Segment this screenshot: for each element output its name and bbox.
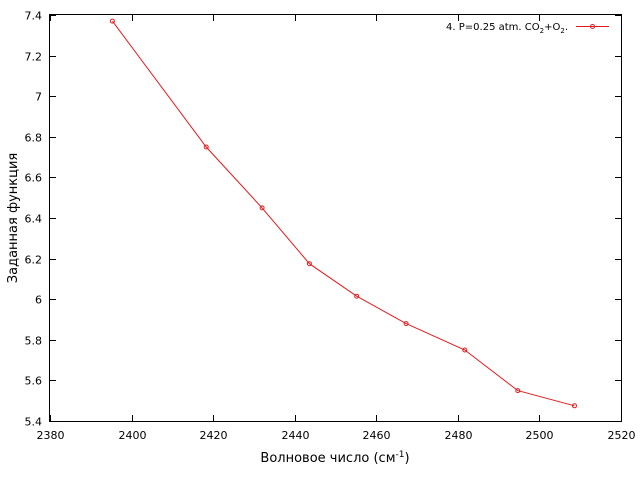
data-point [572,403,577,409]
legend-marker-sample [590,24,595,29]
legend-label: 4. P=0.25 atm. CO2+O2. [446,22,568,35]
data-point [306,261,312,267]
plot-frame [49,14,622,422]
y-tick-label: 6.2 [25,254,43,267]
data-point [203,144,209,150]
legend: 4. P=0.25 atm. CO2+O2. [446,22,609,35]
x-axis-label: Волновое число (см-1) [260,450,409,466]
y-tick-label: 7.2 [25,51,43,64]
x-tick-label: 2400 [119,429,147,442]
x-tick-label: 2380 [37,429,65,442]
x-tick-label: 2520 [608,429,636,442]
data-point [515,388,521,394]
series-layer [109,18,577,409]
x-axis: 2380 2400 2420 2440 2460 2480 2500 2520 [37,15,636,442]
x-tick-label: 2480 [445,429,473,442]
series-line [111,20,575,407]
y-tick-label: 7.4 [25,10,43,23]
x-tick-label: 2460 [363,429,391,442]
y-tick-label: 7 [35,91,42,104]
data-point [109,18,115,24]
x-tick-label: 2420 [200,429,228,442]
y-tick-label: 5.6 [25,375,43,388]
y-axis-label: Заданная функция [6,153,21,283]
data-point [403,321,409,327]
x-tick-label: 2440 [282,429,310,442]
data-point [259,205,265,211]
y-tick-label: 6 [35,294,42,307]
y-tick-label: 6.6 [25,172,43,185]
y-axis: 5.4 5.6 5.8 6 6.2 6.4 6.6 6.8 7 7.2 7.4 [25,10,621,429]
x-tick-label: 2500 [526,429,554,442]
data-point [462,347,468,353]
y-tick-label: 6.8 [25,132,43,145]
y-tick-label: 5.4 [25,416,43,429]
y-tick-label: 5.8 [25,335,43,348]
data-point [354,293,360,299]
y-tick-label: 6.4 [25,213,43,226]
